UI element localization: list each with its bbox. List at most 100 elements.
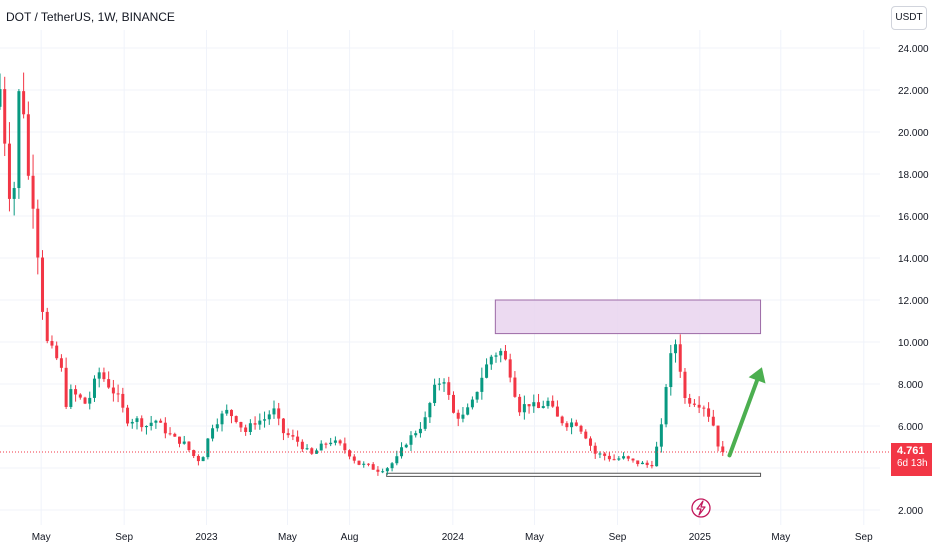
candle-body — [414, 433, 418, 436]
candle-body — [338, 440, 342, 444]
price-axis[interactable]: 24.000 22.000 20.000 18.000 16.000 14.000 12.0… — [898, 44, 929, 517]
lightning-event-icon[interactable] — [691, 498, 711, 518]
candle-body — [711, 416, 715, 426]
candle-body — [229, 409, 233, 417]
candle-body — [423, 417, 427, 429]
candle-body — [59, 358, 63, 368]
y-tick-label: 10.000 — [898, 338, 929, 349]
candle-body — [296, 436, 300, 442]
annotation-zones[interactable] — [386, 299, 762, 477]
candle-body — [192, 450, 196, 456]
candle-body — [461, 414, 465, 419]
candle-body — [631, 458, 635, 461]
candle-body — [88, 397, 92, 404]
candle-body — [348, 450, 352, 457]
candle-body — [702, 407, 706, 409]
y-tick-label: 18.000 — [898, 170, 929, 181]
candle-body — [357, 460, 361, 465]
candle-body — [17, 91, 21, 189]
y-tick-label: 8.000 — [898, 380, 923, 391]
candle-body — [187, 441, 191, 451]
candle-body — [362, 463, 366, 465]
candle-body — [551, 400, 555, 407]
candle-body — [111, 387, 115, 394]
candle-body — [64, 367, 68, 407]
y-tick-label: 12.000 — [898, 296, 929, 307]
candle-body — [173, 433, 177, 437]
candle-body — [485, 364, 489, 378]
candle-body — [385, 468, 389, 472]
candle-body — [41, 257, 45, 312]
candle-body — [272, 408, 276, 415]
candle-body — [692, 403, 696, 405]
candle-body — [12, 188, 16, 199]
support-line — [386, 472, 762, 477]
candle-body — [527, 404, 531, 407]
candle-body — [669, 353, 673, 388]
candle-body — [50, 341, 54, 346]
candle-body — [196, 455, 200, 462]
candle-body — [74, 389, 78, 395]
candle-body — [475, 391, 479, 400]
x-tick-label: May — [32, 532, 51, 543]
time-axis[interactable]: May Sep 2023 May Aug 2024 May Sep 2025 May Sep — [32, 532, 873, 543]
x-tick-label: Aug — [341, 532, 359, 543]
candle-body — [697, 404, 701, 408]
candle-body — [168, 433, 172, 435]
candle-body — [376, 469, 380, 472]
candle-body — [532, 402, 536, 407]
candle-body — [565, 423, 569, 428]
candle-body — [390, 463, 394, 469]
candle-body — [121, 393, 125, 408]
candle-body — [178, 436, 182, 444]
candle-body — [451, 394, 455, 413]
candle-body — [371, 464, 375, 470]
candle-body — [636, 460, 640, 465]
symbol-title[interactable]: DOT / TetherUS, 1W, BINANCE — [6, 10, 175, 24]
candle-body — [182, 441, 186, 444]
x-tick-label: Sep — [609, 532, 627, 543]
candle-body — [598, 453, 602, 455]
last-price-tag: 4.761 6d 13h — [891, 443, 932, 476]
candle-body — [470, 399, 474, 408]
candle-body — [267, 414, 271, 420]
candle-body — [225, 409, 229, 414]
candle-body — [277, 408, 281, 419]
currency-button[interactable]: USDT — [891, 6, 927, 30]
y-tick-label: 16.000 — [898, 212, 929, 223]
x-tick-label: 2023 — [195, 532, 218, 543]
candle-body — [428, 403, 432, 418]
candle-body — [366, 463, 370, 465]
candle-body — [310, 448, 314, 454]
candle-body — [116, 393, 120, 395]
candle-body — [603, 453, 607, 456]
candle-body — [404, 444, 408, 448]
y-tick-label: 24.000 — [898, 44, 929, 55]
candle-body — [234, 416, 238, 422]
arrow-shaft — [727, 378, 760, 458]
candle-body — [593, 445, 597, 454]
candle-body — [622, 456, 626, 459]
resistance-zone — [494, 299, 762, 335]
candle-body — [324, 443, 328, 445]
candle-body — [584, 431, 588, 439]
candle-body — [135, 418, 139, 422]
green-up-arrow-icon[interactable] — [727, 367, 766, 458]
candle-body — [55, 345, 59, 359]
candle-body — [442, 382, 446, 384]
candle-body — [721, 446, 725, 453]
candle-body — [560, 416, 564, 424]
candle-body — [707, 408, 711, 417]
y-tick-label: 2.000 — [898, 506, 923, 517]
candle-body — [3, 89, 7, 144]
candle-body — [617, 458, 621, 460]
x-tick-label: May — [525, 532, 544, 543]
candle-body — [400, 447, 404, 457]
candle-body — [239, 421, 243, 428]
candle-body — [291, 435, 295, 437]
candle-body — [640, 462, 644, 465]
candle-body — [211, 428, 215, 439]
candle-body — [319, 443, 323, 451]
candle-body — [650, 465, 654, 467]
